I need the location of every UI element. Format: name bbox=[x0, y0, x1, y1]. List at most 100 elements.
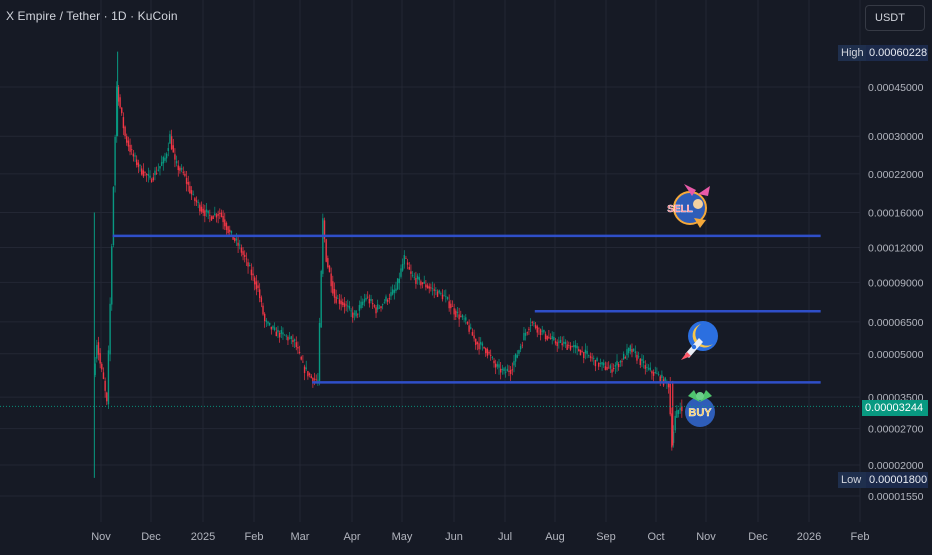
candle-body bbox=[551, 336, 553, 339]
candle-body bbox=[543, 329, 545, 333]
candle-body bbox=[345, 304, 347, 306]
candle-body bbox=[508, 370, 510, 373]
candle-body bbox=[386, 299, 389, 302]
candle-body bbox=[320, 270, 322, 328]
candle-body bbox=[574, 344, 577, 348]
candle-body bbox=[588, 355, 590, 356]
candle-body bbox=[337, 297, 339, 299]
candle-body bbox=[534, 324, 537, 329]
candle-body bbox=[357, 313, 359, 315]
candle-body bbox=[443, 295, 445, 297]
candle-body bbox=[501, 368, 504, 370]
candle-body bbox=[524, 332, 527, 336]
candle-body bbox=[634, 351, 637, 353]
time-axis-label: Dec bbox=[141, 531, 161, 543]
candle-body bbox=[107, 350, 110, 405]
candle-body bbox=[192, 194, 194, 195]
candle-body bbox=[531, 321, 533, 323]
candle-body bbox=[376, 304, 379, 310]
candle-body bbox=[463, 318, 465, 320]
candle-body bbox=[219, 213, 221, 215]
candle-body bbox=[352, 312, 354, 318]
candle-body bbox=[671, 413, 673, 448]
candle-body bbox=[609, 365, 612, 369]
candle-body bbox=[224, 219, 226, 227]
candle-body bbox=[174, 154, 176, 160]
price-axis-label: 0.00016000 bbox=[868, 208, 924, 220]
candle-body bbox=[244, 254, 246, 257]
candle-body bbox=[288, 337, 291, 339]
candle-body bbox=[581, 351, 583, 352]
candle-body bbox=[189, 186, 191, 194]
symbol-title[interactable]: X Empire / Tether · 1D · KuCoin bbox=[6, 9, 178, 23]
candle-body bbox=[556, 342, 558, 347]
candle-body bbox=[494, 363, 497, 368]
candle-body bbox=[546, 335, 548, 340]
candle-body bbox=[466, 321, 469, 324]
candle-body bbox=[164, 157, 166, 161]
candle-body bbox=[579, 350, 582, 356]
candle-body bbox=[162, 157, 164, 164]
candle-body bbox=[554, 341, 557, 344]
candle-body bbox=[187, 182, 189, 185]
candle-body bbox=[425, 284, 427, 288]
time-axis-label: Dec bbox=[748, 531, 768, 543]
sell-sticker: SELL bbox=[667, 184, 710, 228]
time-axis-label: Nov bbox=[696, 531, 716, 543]
candle-body bbox=[405, 258, 407, 259]
candle-body bbox=[435, 290, 437, 291]
candle-body bbox=[411, 275, 414, 277]
level-lines[interactable] bbox=[112, 234, 821, 384]
candle-body bbox=[184, 173, 186, 176]
time-axis-label: Feb bbox=[245, 531, 264, 543]
candle-body bbox=[622, 353, 625, 360]
candle-body bbox=[235, 238, 238, 241]
candle-body bbox=[383, 302, 386, 304]
candle-body bbox=[506, 368, 509, 372]
candle-body bbox=[455, 310, 457, 318]
candle-body bbox=[644, 365, 646, 369]
candle-body bbox=[230, 230, 233, 234]
candle-body bbox=[204, 210, 206, 217]
candle-body bbox=[229, 229, 231, 232]
candle-body bbox=[335, 296, 337, 303]
candle-body bbox=[453, 308, 455, 315]
candle-body bbox=[636, 354, 638, 361]
candle-body bbox=[470, 327, 472, 329]
candle-body bbox=[152, 177, 155, 181]
candle-body bbox=[594, 360, 597, 367]
price-axis[interactable]: 0.00045000 0.00030000 0.00022000 0.00016000… bbox=[868, 82, 924, 503]
candle-body bbox=[257, 285, 259, 289]
candle-body bbox=[626, 349, 628, 356]
candle-body bbox=[327, 258, 329, 268]
candle-body bbox=[293, 339, 296, 342]
candle-body bbox=[652, 372, 655, 376]
candle-body bbox=[285, 335, 287, 337]
candle-body bbox=[679, 407, 681, 411]
candle-body bbox=[381, 304, 384, 306]
candle-body bbox=[672, 431, 675, 443]
candle-body bbox=[96, 345, 98, 359]
candle-body bbox=[538, 327, 540, 329]
candle-body bbox=[102, 372, 105, 379]
candle-body bbox=[568, 345, 570, 346]
candle-body bbox=[308, 373, 311, 376]
candle-body bbox=[603, 362, 605, 366]
candle-body bbox=[338, 299, 341, 304]
candle-body bbox=[553, 336, 555, 341]
candle-body bbox=[155, 172, 158, 174]
candle-body bbox=[210, 216, 213, 221]
candle-body bbox=[370, 298, 372, 301]
candle-body bbox=[99, 353, 101, 364]
time-axis[interactable]: Nov Dec 2025 Feb Mar Apr May Jun Jul Aug Sep Oct Nov… bbox=[91, 531, 869, 543]
candle-body bbox=[205, 209, 208, 212]
candle-body bbox=[621, 361, 623, 363]
candle-body bbox=[431, 288, 434, 289]
candle-body bbox=[601, 362, 603, 365]
currency-button[interactable]: USDT bbox=[865, 5, 925, 31]
candle-body bbox=[250, 269, 253, 276]
candle-body bbox=[486, 349, 489, 356]
candle-body bbox=[240, 247, 243, 253]
